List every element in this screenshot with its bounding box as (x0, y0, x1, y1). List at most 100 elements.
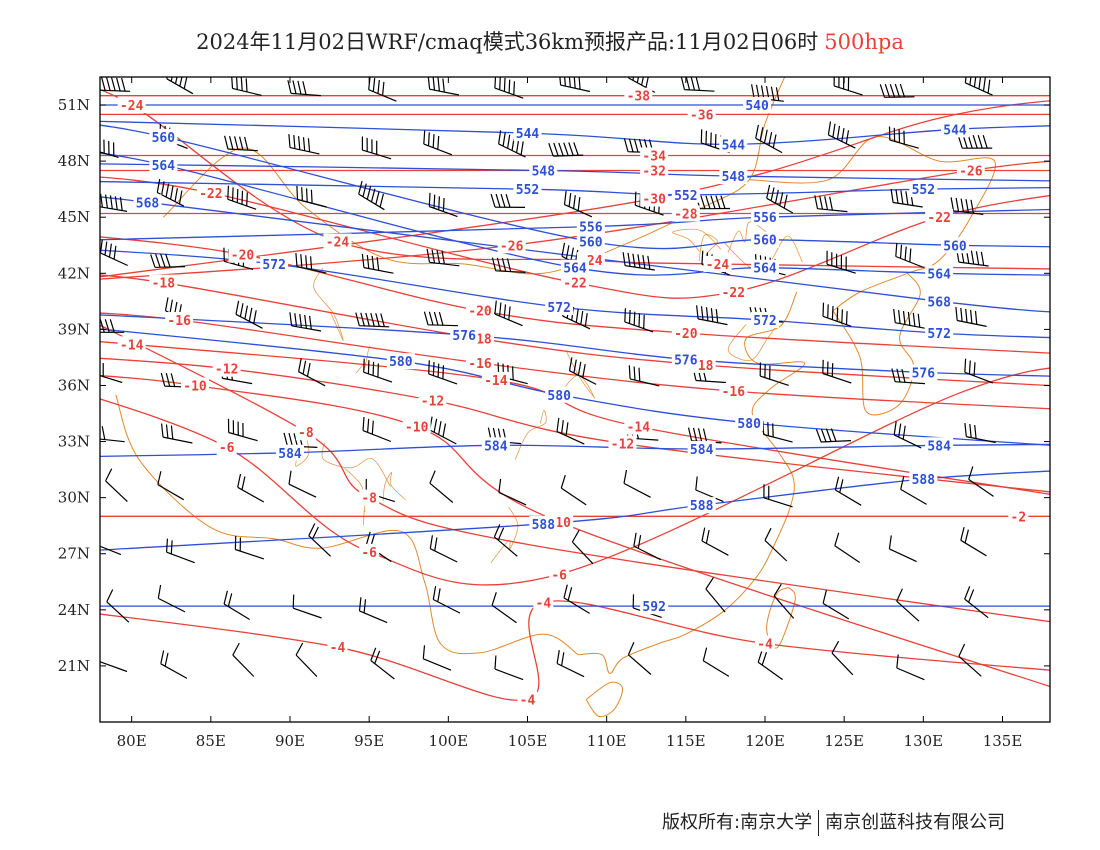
wind-barb-shape (100, 139, 119, 158)
height-label-bg (671, 186, 700, 203)
lon-label: 80E (117, 732, 147, 750)
height-label: 572 (547, 301, 570, 316)
temperature-label: -24 (120, 99, 144, 114)
temperature-label: -34 (642, 150, 666, 165)
province-boundary (382, 472, 407, 502)
wind-barb-shape (556, 650, 585, 678)
wind-barb-shape (559, 77, 591, 93)
wind-barb-shape (362, 416, 392, 443)
wind-barb-shape (556, 418, 585, 445)
wind-barb-shape (494, 300, 523, 327)
height-label-bg (640, 598, 669, 615)
wind-barb-shape (237, 473, 265, 503)
south-boundary (115, 394, 579, 656)
height-label: 584 (690, 443, 714, 458)
height-label-bg (149, 156, 178, 173)
wind-barb (494, 655, 524, 681)
wind-barb-shape (960, 526, 987, 557)
wind-barb-shape (292, 594, 322, 619)
lat-label: 24N (58, 601, 90, 619)
wind-barb (833, 77, 863, 96)
wind-barb-shape (622, 252, 655, 271)
wind-barb (548, 142, 584, 157)
height-label: 580 (737, 417, 761, 432)
wind-barb-shape (224, 135, 258, 152)
lon-label: 90E (275, 732, 305, 750)
temperature-label: -18 (152, 277, 176, 292)
wind-barb (429, 416, 457, 445)
temperature-label-bg (466, 302, 494, 319)
geopotential-height-isolines (100, 104, 1050, 607)
wind-barb (166, 538, 195, 564)
temperature-label-bg (165, 312, 194, 329)
lat-label: 51N (58, 96, 90, 114)
wind-barb (896, 654, 925, 681)
temperature-isoline (100, 236, 1050, 354)
wind-barb-shape (958, 643, 982, 677)
wind-barb-shape (494, 77, 524, 99)
temperature-label-bg (117, 336, 146, 353)
wind-barb-shape (426, 248, 460, 267)
wind-barb (156, 178, 185, 207)
temperature-label: -12 (421, 394, 444, 409)
lat-label: 30N (58, 489, 90, 507)
wind-barb (288, 134, 320, 155)
wind-barb (292, 594, 322, 619)
wind-barb-shape (950, 197, 984, 215)
northeast-boundary (749, 136, 996, 312)
temperature-label: -10 (405, 421, 429, 436)
wind-barb (227, 185, 257, 210)
height-label-bg (925, 293, 954, 310)
province-boundary (321, 442, 391, 487)
wind-barb (234, 535, 265, 560)
temperature-isoline (100, 324, 1050, 623)
lon-label: 110E (587, 732, 627, 750)
wind-barb-shape (232, 642, 255, 677)
wind-barb-shape (755, 124, 783, 154)
wind-barb (834, 476, 862, 506)
height-label: 544 (722, 138, 746, 153)
temperature-label: -8 (298, 426, 314, 441)
temperature-label: -14 (120, 338, 144, 353)
height-label-bg (687, 497, 716, 514)
wind-barb-shape (298, 358, 326, 387)
wind-barb (423, 130, 453, 156)
wind-barb (100, 139, 119, 158)
wind-barb-shape (834, 532, 861, 563)
temperature-label-bg (640, 162, 669, 179)
wind-barb (287, 80, 321, 97)
height-label: 564 (563, 262, 587, 277)
height-label-bg (735, 414, 764, 431)
lat-label: 21N (58, 657, 90, 675)
wind-barb-shape (623, 469, 651, 498)
height-label-bg (276, 444, 304, 461)
wind-barb (289, 312, 322, 332)
height-label-bg (925, 437, 954, 454)
wind-barb-shape (106, 589, 130, 623)
height-isoline (100, 470, 1050, 551)
wind-barb-shape (105, 468, 128, 503)
height-label-bg (909, 364, 938, 381)
wind-barb-shape (361, 136, 392, 160)
wind-barb (427, 77, 460, 96)
temperature-label-bg (466, 355, 494, 372)
height-label: 580 (547, 389, 571, 404)
wind-barb-shape (227, 418, 258, 442)
wind-barb (106, 589, 130, 623)
temperature-label: -2 (1011, 510, 1027, 525)
wind-barb (560, 474, 587, 506)
temperature-label-bg (719, 383, 748, 400)
height-label-bg (751, 312, 779, 329)
wind-barb (822, 302, 852, 327)
height-label-bg (133, 194, 162, 211)
temperature-label-bg (687, 106, 716, 123)
temperature-label: -20 (674, 327, 698, 342)
wind-barb-shape (893, 309, 925, 329)
wind-barb-shape (355, 312, 390, 328)
wind-barb-shape (827, 121, 856, 149)
wind-barb (958, 643, 982, 677)
height-label: 572 (753, 314, 776, 329)
wind-barb-shape (893, 421, 922, 449)
wind-barb-shape (700, 129, 730, 154)
